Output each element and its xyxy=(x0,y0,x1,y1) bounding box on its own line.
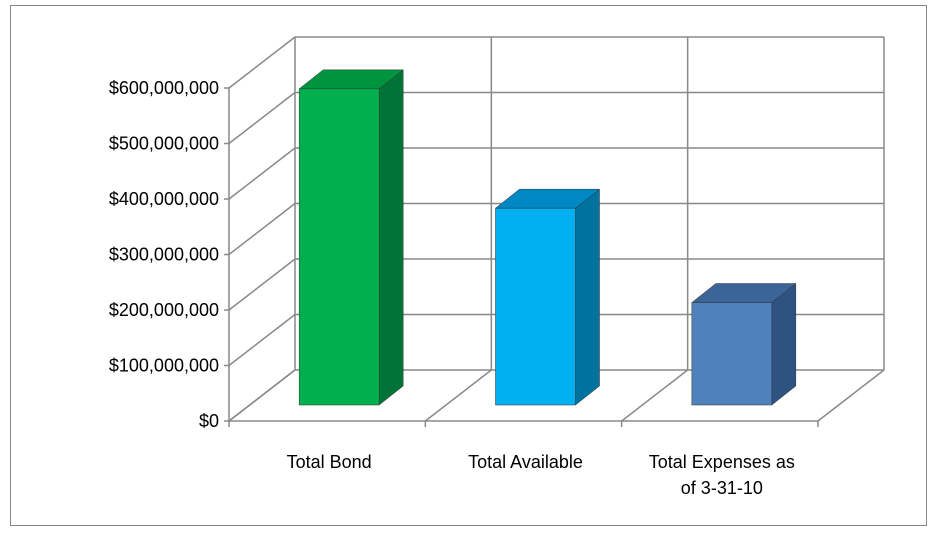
floor-divider xyxy=(424,369,492,422)
floor-divider xyxy=(621,369,689,422)
x-category-label: Total Bond xyxy=(287,452,372,472)
bar-side-face xyxy=(575,188,600,406)
bar-2 xyxy=(494,188,601,406)
x-category-label: Total Available xyxy=(468,452,583,472)
bar-1 xyxy=(298,69,404,406)
bar-3 xyxy=(691,283,797,406)
y-tick-label: $600,000,000 xyxy=(109,78,219,98)
y-tick-label: $0 xyxy=(199,411,219,431)
side-wall-gridline xyxy=(228,91,296,145)
side-wall-gridline xyxy=(228,258,296,311)
x-category-labels: Total Bond Total Available Total Expenses … xyxy=(287,452,795,498)
floor-divider xyxy=(817,369,885,422)
side-wall-gridline xyxy=(228,369,296,422)
y-tick-label: $400,000,000 xyxy=(109,189,219,209)
side-wall-gridline xyxy=(228,36,296,89)
y-tick-label: $100,000,000 xyxy=(109,356,219,376)
y-tick-labels: $0 $100,000,000 $200,000,000 $300,000,000 $4… xyxy=(109,78,219,431)
bar-front-face xyxy=(691,302,773,406)
bar-front-face xyxy=(298,88,380,406)
y-axis xyxy=(224,87,819,427)
y-tick-label: $300,000,000 xyxy=(109,245,219,265)
side-wall-gridline xyxy=(228,147,296,200)
bar-front-face xyxy=(495,207,576,406)
y-tick-label: $500,000,000 xyxy=(109,134,219,154)
bar-side-face xyxy=(771,283,797,406)
bar-side-face xyxy=(378,69,404,406)
side-wall-gridline xyxy=(228,202,296,256)
y-tick-label: $200,000,000 xyxy=(109,300,219,320)
side-wall-gridline xyxy=(228,313,296,367)
bars xyxy=(298,69,797,406)
x-category-label: Total Expenses as of 3-31-10 xyxy=(649,452,795,498)
